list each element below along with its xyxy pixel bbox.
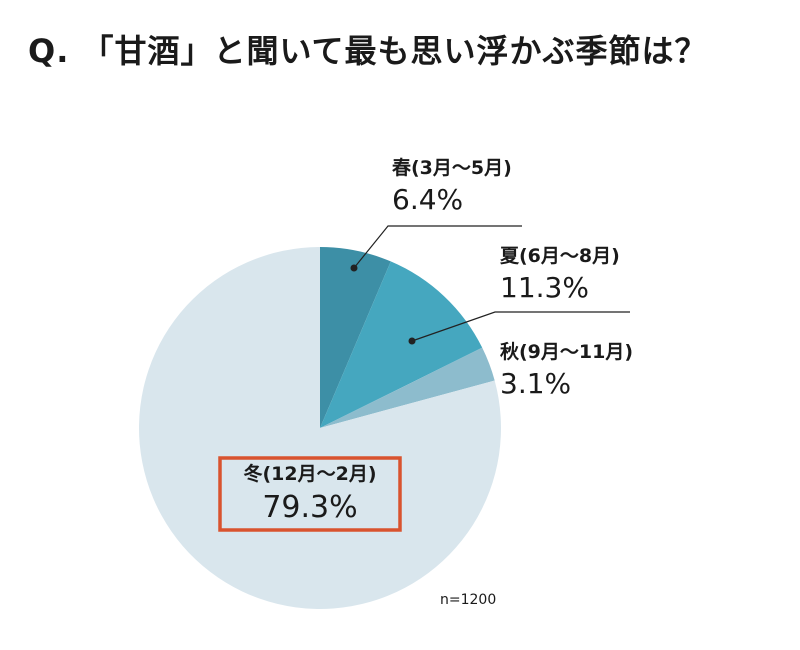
label-autumn-name: 秋(9月〜11月) (500, 341, 634, 363)
leader-summer (411, 311, 630, 342)
chart-title: Q. 「甘酒」と聞いて最も思い浮かぶ季節は？ (28, 32, 708, 70)
slice-summer (320, 261, 483, 428)
slice-spring (320, 247, 391, 428)
slice-winter (138, 247, 501, 609)
leader-dot-summer (408, 337, 416, 345)
label-summer-value: 11.3% (500, 270, 589, 304)
leader-spring (353, 225, 522, 269)
winter-highlight-box (218, 456, 402, 532)
label-winter: 冬(12月〜2月) 79.3% (220, 464, 400, 524)
label-autumn: 秋(9月〜11月) 3.1% (500, 342, 633, 400)
label-summer: 夏(6月〜8月) 11.3% (500, 246, 620, 304)
label-spring: 春(3月〜5月) 6.4% (392, 158, 512, 216)
label-autumn-value: 3.1% (500, 366, 572, 400)
label-summer-name: 夏(6月〜8月) (500, 245, 620, 267)
label-winter-name: 冬(12月〜2月) (243, 463, 377, 485)
label-spring-value: 6.4% (392, 182, 464, 216)
leader-dot-spring (350, 264, 358, 272)
label-winter-value: 79.3% (262, 489, 358, 525)
sample-size-note: n=1200 (440, 592, 497, 608)
slice-autumn (320, 347, 495, 428)
label-spring-name: 春(3月〜5月) (392, 157, 512, 179)
